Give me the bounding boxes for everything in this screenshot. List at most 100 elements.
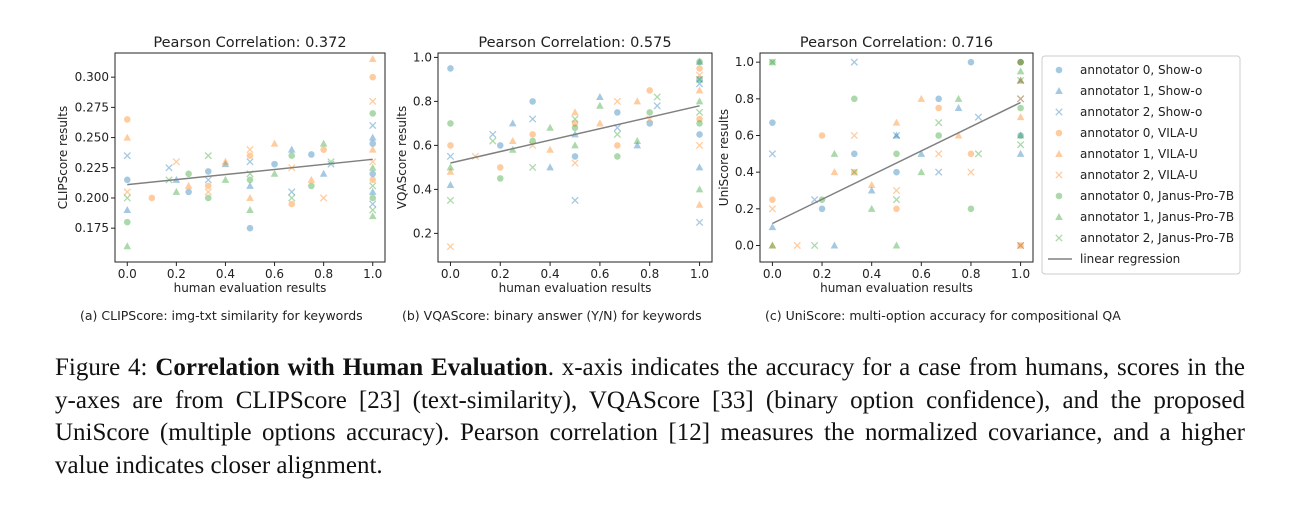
- y-tick-label: 0.2: [735, 202, 754, 216]
- point: [204, 188, 212, 196]
- point: [529, 131, 536, 138]
- point: [246, 206, 254, 214]
- point: [571, 196, 579, 205]
- subcaption: (c) UniScore: multi-option accuracy for …: [765, 308, 1121, 323]
- point: [246, 145, 254, 154]
- y-tick-label: 0.8: [735, 92, 754, 106]
- point: [695, 163, 704, 171]
- x-tick-label: 0.4: [216, 267, 235, 281]
- x-tick-label: 1.0: [690, 267, 709, 281]
- y-tick-label: 0.250: [75, 131, 109, 145]
- caption-title: Correlation with Human Evaluation: [155, 354, 548, 381]
- point: [319, 194, 328, 202]
- point: [446, 196, 455, 205]
- point: [165, 164, 173, 172]
- point: [204, 194, 212, 202]
- y-tick-label: 0.4: [735, 165, 754, 179]
- point: [288, 188, 296, 196]
- point: [369, 97, 377, 105]
- figure: Pearson Correlation: 0.372 0.0 0.2 0.4 0.6 0.…: [56, 35, 1241, 323]
- point: [893, 150, 900, 158]
- point: [793, 241, 801, 250]
- point: [892, 186, 901, 195]
- point: [768, 241, 777, 249]
- point: [221, 157, 230, 165]
- point: [596, 101, 604, 109]
- axes-frame: [437, 52, 713, 263]
- point: [769, 58, 776, 66]
- point: [369, 110, 377, 117]
- point: [935, 168, 943, 176]
- point: [935, 150, 943, 158]
- point: [123, 206, 132, 214]
- point: [967, 168, 975, 176]
- y-tick-label: 1.0: [735, 55, 754, 69]
- point: [850, 131, 858, 140]
- point: [818, 132, 826, 139]
- x-tick-label: 0.6: [590, 267, 609, 281]
- point: [633, 97, 642, 105]
- legend-box: [1041, 55, 1241, 275]
- y-axis-label: CLIPScore results: [56, 106, 70, 209]
- point: [288, 194, 296, 202]
- point: [646, 120, 654, 127]
- point: [1017, 242, 1024, 249]
- point: [1016, 241, 1025, 250]
- x-tick-label: 1.0: [363, 267, 382, 281]
- point: [810, 241, 819, 250]
- point: [185, 188, 192, 196]
- point: [695, 80, 704, 88]
- point: [850, 58, 858, 66]
- legend-label: annotator 0, Show-o: [1080, 63, 1202, 77]
- point: [172, 158, 181, 166]
- x-tick-label: 0.8: [314, 267, 333, 281]
- x-tick-label: 0.8: [640, 267, 659, 281]
- point: [123, 133, 132, 141]
- y-tick-label: 0.175: [75, 221, 109, 235]
- point: [892, 131, 901, 140]
- axes-frame: [759, 52, 1034, 263]
- y-tick-label: 0.6: [413, 138, 432, 152]
- point: [271, 160, 278, 168]
- point: [967, 58, 975, 66]
- point: [695, 185, 704, 193]
- point: [1016, 95, 1025, 103]
- point: [369, 121, 377, 130]
- x-tick-label: 0.2: [812, 267, 831, 281]
- point: [246, 158, 254, 166]
- point: [270, 169, 279, 177]
- point: [695, 75, 704, 84]
- x-axis-label: human evaluation results: [820, 281, 973, 295]
- point: [768, 205, 777, 213]
- point: [508, 137, 517, 144]
- legend-marker: [1055, 66, 1063, 74]
- point: [148, 194, 156, 202]
- point: [695, 141, 704, 150]
- chart-title: Pearson Correlation: 0.575: [478, 35, 671, 51]
- axes-frame: [114, 52, 386, 263]
- point: [851, 168, 858, 176]
- point: [1017, 104, 1024, 112]
- point: [447, 142, 454, 149]
- legend-marker: [1055, 108, 1063, 116]
- point: [508, 119, 517, 127]
- point: [546, 123, 554, 131]
- point: [368, 187, 377, 195]
- point: [270, 139, 279, 147]
- x-axis-label: human evaluation results: [174, 281, 327, 295]
- point: [446, 181, 455, 188]
- point: [123, 242, 132, 250]
- point: [489, 130, 497, 139]
- legend-label: annotator 2, VILA-U: [1080, 168, 1198, 182]
- y-tick-label: 1.0: [413, 50, 432, 64]
- point: [529, 137, 536, 145]
- point: [571, 120, 579, 127]
- legend-marker: [1055, 150, 1063, 157]
- x-tick-label: 0.4: [541, 267, 560, 281]
- y-tick-label: 0.300: [75, 70, 109, 84]
- point: [768, 223, 777, 231]
- point: [446, 163, 455, 171]
- point: [446, 242, 455, 251]
- legend-marker: [1055, 87, 1063, 94]
- legend-label: linear regression: [1080, 252, 1180, 266]
